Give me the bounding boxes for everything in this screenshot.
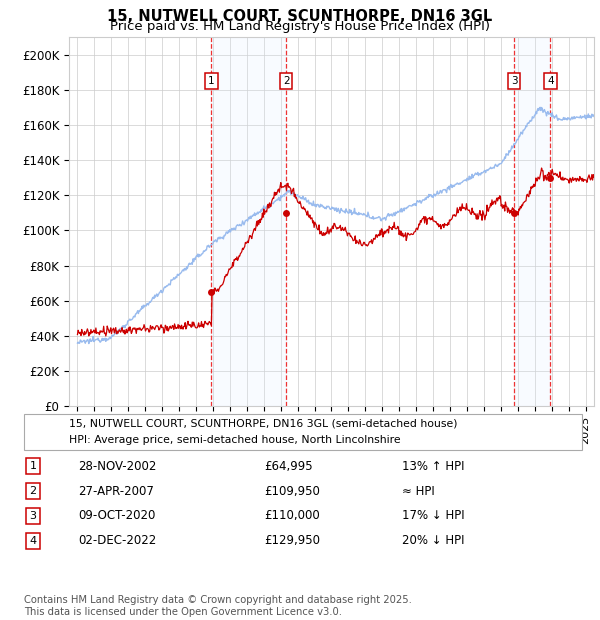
Text: £64,995: £64,995 (264, 460, 313, 472)
Text: 20% ↓ HPI: 20% ↓ HPI (402, 534, 464, 547)
Text: £129,950: £129,950 (264, 534, 320, 547)
Text: 4: 4 (547, 76, 554, 86)
Text: 2: 2 (29, 486, 37, 496)
Text: 17% ↓ HPI: 17% ↓ HPI (402, 510, 464, 522)
Text: Contains HM Land Registry data © Crown copyright and database right 2025.
This d: Contains HM Land Registry data © Crown c… (24, 595, 412, 617)
Text: HPI: Average price, semi-detached house, North Lincolnshire: HPI: Average price, semi-detached house,… (69, 435, 401, 445)
Text: 1: 1 (29, 461, 37, 471)
Text: Price paid vs. HM Land Registry's House Price Index (HPI): Price paid vs. HM Land Registry's House … (110, 20, 490, 33)
Text: 2: 2 (283, 76, 289, 86)
Text: £110,000: £110,000 (264, 510, 320, 522)
Text: 4: 4 (29, 536, 37, 546)
Bar (514, 37, 550, 406)
Text: 3: 3 (29, 511, 37, 521)
Text: 15, NUTWELL COURT, SCUNTHORPE, DN16 3GL (semi-detached house): 15, NUTWELL COURT, SCUNTHORPE, DN16 3GL … (69, 418, 458, 428)
Text: ≈ HPI: ≈ HPI (402, 485, 435, 497)
Text: 15, NUTWELL COURT, SCUNTHORPE, DN16 3GL: 15, NUTWELL COURT, SCUNTHORPE, DN16 3GL (107, 9, 493, 24)
Text: 09-OCT-2020: 09-OCT-2020 (78, 510, 155, 522)
Text: 27-APR-2007: 27-APR-2007 (78, 485, 154, 497)
Text: £109,950: £109,950 (264, 485, 320, 497)
Text: 13% ↑ HPI: 13% ↑ HPI (402, 460, 464, 472)
Text: 28-NOV-2002: 28-NOV-2002 (78, 460, 157, 472)
Text: 1: 1 (208, 76, 215, 86)
Text: 3: 3 (511, 76, 517, 86)
Text: 02-DEC-2022: 02-DEC-2022 (78, 534, 156, 547)
Bar (211, 37, 286, 406)
